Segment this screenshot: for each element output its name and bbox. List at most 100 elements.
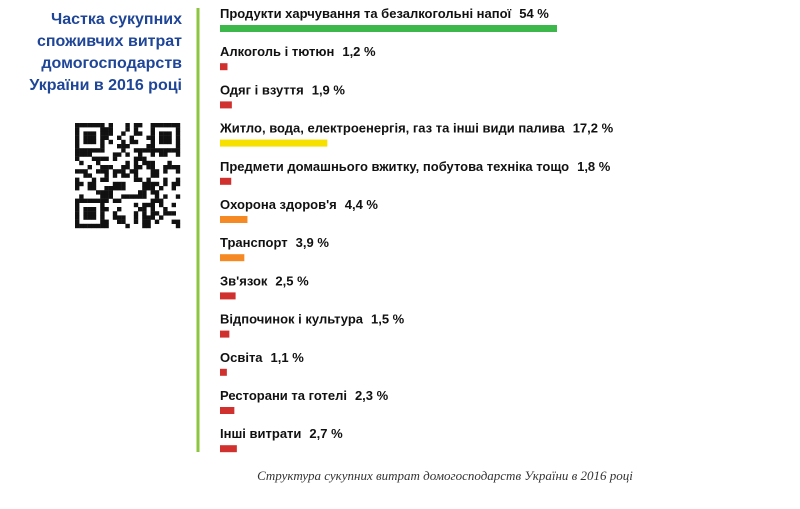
qr-cell <box>129 194 134 199</box>
qr-cell <box>100 198 105 203</box>
category-label: Зв'язок <box>220 273 268 288</box>
qr-cell <box>87 131 92 136</box>
qr-cell <box>100 194 105 199</box>
qr-cell <box>83 223 88 229</box>
qr-cell <box>142 215 147 220</box>
qr-cell <box>83 152 88 157</box>
qr-cell <box>138 123 143 128</box>
qr-cell <box>100 177 105 182</box>
qr-cell <box>121 139 126 145</box>
qr-cell <box>121 194 126 199</box>
qr-cell <box>121 169 126 174</box>
qr-cell <box>112 198 118 203</box>
qr-cell <box>146 165 151 170</box>
qr-cell <box>91 123 97 128</box>
bar-label: Транспорт 3,9 % <box>220 235 329 250</box>
bar-label: Відпочинок і культура 1,5 % <box>220 312 405 327</box>
qr-cell <box>75 139 80 145</box>
qr-cell <box>163 177 168 182</box>
qr-cell <box>133 219 139 224</box>
bar <box>220 25 557 32</box>
qr-cell <box>96 190 101 195</box>
qr-cell <box>146 144 151 149</box>
qr-cell <box>167 148 172 153</box>
qr-cell <box>83 139 88 145</box>
qr-cell <box>175 169 181 174</box>
qr-cell <box>75 202 80 208</box>
qr-cell <box>87 223 92 229</box>
qr-cell <box>150 139 155 145</box>
qr-cell <box>91 139 97 145</box>
bar <box>220 330 230 338</box>
value-label: 3,9 % <box>296 235 330 250</box>
qr-cell <box>96 198 101 203</box>
qr-cell <box>159 139 164 145</box>
qr-cell <box>133 123 139 128</box>
qr-cell <box>171 123 176 128</box>
qr-cell <box>146 135 151 140</box>
bar <box>220 254 245 262</box>
qr-cell <box>138 148 143 153</box>
qr-cell <box>87 215 92 220</box>
qr-cell <box>150 207 155 212</box>
qr-cell <box>167 123 172 128</box>
qr-cell <box>125 152 130 157</box>
value-label: 2,3 % <box>355 388 389 403</box>
value-label: 17,2 % <box>573 121 614 136</box>
qr-cell <box>91 131 97 136</box>
qr-cell <box>163 135 168 140</box>
qr-cell <box>112 152 118 157</box>
qr-cell <box>79 148 84 153</box>
qr-cell <box>112 156 118 161</box>
qr-cell <box>125 123 130 128</box>
qr-cell <box>175 177 181 182</box>
qr-cell <box>150 131 155 136</box>
qr-cell <box>104 127 109 132</box>
qr-cell <box>83 173 88 178</box>
qr-cell <box>175 148 181 153</box>
category-label: Охорона здоров'я <box>220 197 337 212</box>
qr-cell <box>163 181 168 187</box>
qr-cell <box>104 207 109 212</box>
qr-cell <box>171 211 176 216</box>
qr-cell <box>138 177 143 182</box>
qr-cell <box>150 160 155 166</box>
qr-cell <box>83 207 88 212</box>
qr-cell <box>175 219 181 224</box>
bar <box>220 216 248 223</box>
qr-cell <box>138 165 143 170</box>
qr-cell <box>159 198 164 203</box>
qr-cell <box>79 198 84 203</box>
category-label: Алкоголь і тютюн <box>220 44 334 59</box>
qr-cell <box>150 123 155 128</box>
qr-cell <box>171 181 176 187</box>
qr-cell <box>146 202 151 208</box>
qr-cell <box>117 219 122 224</box>
qr-cell <box>87 198 92 203</box>
qr-cell <box>100 223 105 229</box>
qr-cell <box>100 148 105 153</box>
value-label: 1,8 % <box>577 159 611 174</box>
value-label: 54 % <box>519 6 549 21</box>
value-label: 2,7 % <box>309 426 343 441</box>
qr-cell <box>87 211 92 216</box>
qr-cell <box>121 181 126 187</box>
qr-cell <box>87 123 92 128</box>
qr-cell <box>100 156 105 161</box>
category-label: Відпочинок і культура <box>220 312 364 327</box>
qr-cell <box>91 177 97 182</box>
qr-cell <box>125 223 130 229</box>
bar-label: Продукти харчування та безалкогольні нап… <box>220 6 549 21</box>
bar <box>220 445 237 453</box>
qr-cell <box>79 194 84 199</box>
qr-cell <box>79 152 84 157</box>
qr-cell <box>133 173 139 178</box>
qr-cell <box>154 181 160 187</box>
qr-cell <box>159 215 164 220</box>
qr-cell <box>75 198 80 203</box>
qr-cell <box>154 173 160 178</box>
qr-cell <box>175 123 181 128</box>
qr-cell <box>112 186 118 191</box>
qr-cell <box>112 181 118 187</box>
qr-cell <box>87 139 92 145</box>
